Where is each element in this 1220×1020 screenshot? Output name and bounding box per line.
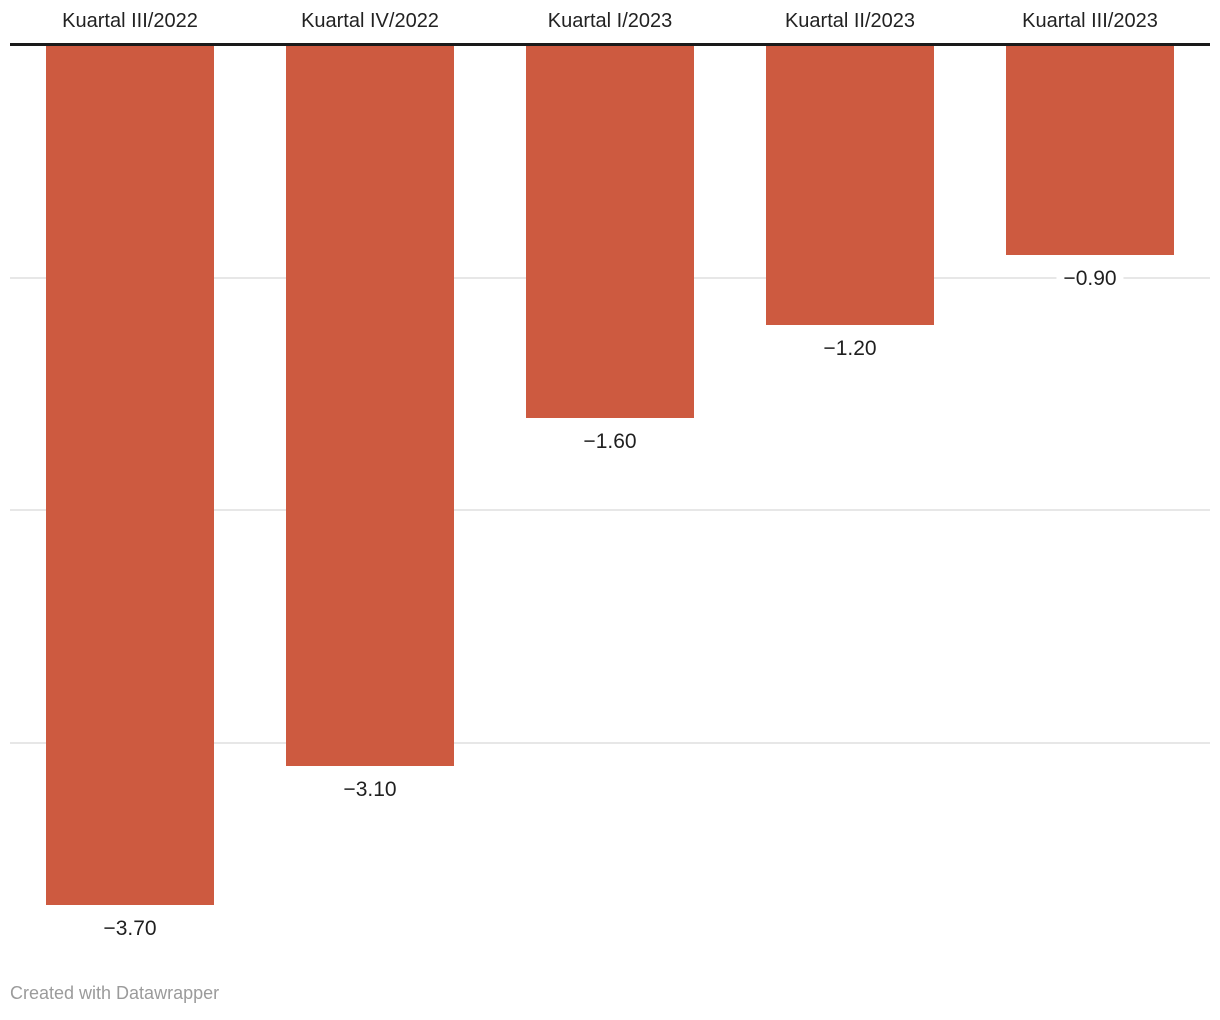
gridline-minus-3 <box>10 741 1210 744</box>
category-label: Kuartal III/2022 <box>62 10 198 32</box>
value-label: −3.70 <box>96 917 164 942</box>
bar-column: Kuartal IV/2022 −3.10 <box>286 0 454 1020</box>
bar-column: Kuartal II/2023 −1.20 <box>766 0 934 1020</box>
bar <box>46 46 214 906</box>
bar-column: Kuartal III/2022 −3.70 <box>46 0 214 1020</box>
zero-baseline <box>10 43 1210 46</box>
gridline-minus-2 <box>10 509 1210 512</box>
bar <box>526 46 694 418</box>
value-label: −0.90 <box>1056 266 1124 291</box>
bar-column: Kuartal I/2023 −1.60 <box>526 0 694 1020</box>
bar <box>766 46 934 325</box>
category-label: Kuartal I/2023 <box>547 10 673 32</box>
bar <box>286 46 454 766</box>
value-label: −1.20 <box>816 336 884 361</box>
bar-column: Kuartal III/2023 −0.90 <box>1006 0 1174 1020</box>
bar <box>1006 46 1174 255</box>
datawrapper-credit: Created with Datawrapper <box>10 983 220 1003</box>
category-label: Kuartal III/2023 <box>1022 10 1158 32</box>
value-label: −3.10 <box>336 777 404 802</box>
category-label: Kuartal IV/2022 <box>301 10 439 32</box>
value-label: −1.60 <box>576 429 644 454</box>
category-label: Kuartal II/2023 <box>784 10 916 32</box>
